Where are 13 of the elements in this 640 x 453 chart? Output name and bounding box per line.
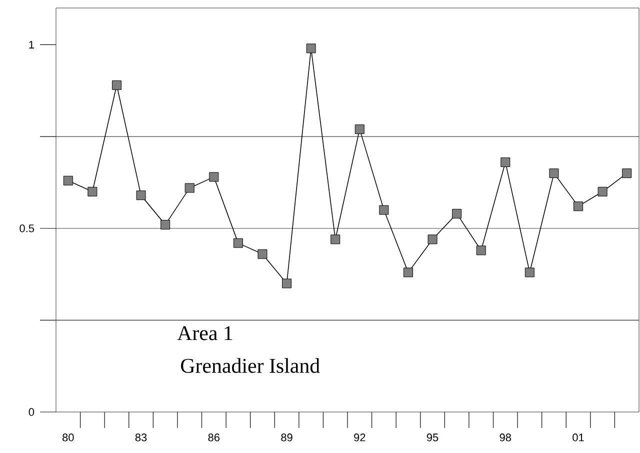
annotation: Grenadier Island <box>180 358 320 373</box>
x-tick-label: 98 <box>500 434 512 442</box>
y-tick-label: 0.5 <box>20 224 34 232</box>
x-tick-label: 86 <box>208 434 220 442</box>
x-tick-label: 89 <box>281 434 292 442</box>
x-tick-label: 92 <box>354 434 366 442</box>
x-tick-label: 95 <box>426 434 438 442</box>
annotation: Area 1 <box>177 326 232 340</box>
x-tick-label: 80 <box>62 434 74 442</box>
y-tick-label: 0 <box>28 408 34 416</box>
x-tick-label: 01 <box>572 434 584 442</box>
y-tick-label: 1 <box>29 40 34 48</box>
x-tick-label: 83 <box>135 434 147 442</box>
